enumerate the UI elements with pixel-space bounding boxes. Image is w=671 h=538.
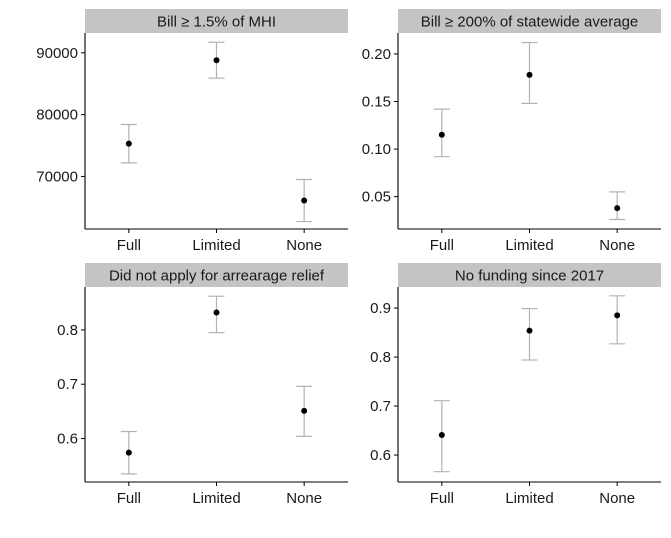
data-point	[614, 312, 621, 319]
data-point	[213, 57, 220, 64]
data-point	[125, 140, 132, 147]
data-point	[526, 71, 533, 78]
y-tick-label: 0.05	[362, 189, 391, 206]
x-tick-label: None	[599, 490, 635, 507]
data-point	[213, 309, 220, 316]
y-tick-label: 0.8	[57, 322, 78, 339]
panel-title: Bill ≥ 200% of statewide average	[421, 14, 639, 31]
x-tick-label: Full	[117, 490, 141, 507]
panel-strip	[398, 9, 661, 33]
y-tick-label: 0.7	[57, 376, 78, 393]
y-tick-label: 0.20	[362, 46, 391, 63]
x-tick-label: Full	[430, 237, 454, 254]
x-tick-label: None	[286, 237, 322, 254]
data-point	[125, 449, 132, 456]
panel-strip	[85, 9, 348, 33]
x-tick-label: Limited	[192, 237, 240, 254]
y-tick-label: 0.8	[370, 349, 391, 366]
data-point	[526, 327, 533, 334]
panel-title: No funding since 2017	[455, 268, 604, 285]
y-tick-label: 0.6	[370, 447, 391, 464]
y-tick-label: 90000	[36, 45, 78, 62]
data-point	[301, 407, 308, 414]
y-tick-label: 0.10	[362, 141, 391, 158]
panel-title: Did not apply for arrearage relief	[109, 268, 325, 285]
x-tick-label: Limited	[505, 237, 553, 254]
y-tick-label: 0.9	[370, 300, 391, 317]
y-tick-label: 70000	[36, 168, 78, 185]
x-tick-label: None	[286, 490, 322, 507]
x-tick-label: Limited	[192, 490, 240, 507]
data-point	[438, 131, 445, 138]
data-point	[438, 431, 445, 438]
data-point	[301, 197, 308, 204]
y-tick-label: 0.6	[57, 431, 78, 448]
data-point	[614, 205, 621, 212]
panel-strip	[398, 263, 661, 287]
y-tick-label: 80000	[36, 107, 78, 124]
x-tick-label: Full	[117, 237, 141, 254]
y-tick-label: 0.7	[370, 398, 391, 415]
y-tick-label: 0.15	[362, 94, 391, 111]
x-tick-label: None	[599, 237, 635, 254]
panel-strip	[85, 263, 348, 287]
x-tick-label: Full	[430, 490, 454, 507]
x-tick-label: Limited	[505, 490, 553, 507]
panel-title: Bill ≥ 1.5% of MHI	[157, 14, 276, 31]
